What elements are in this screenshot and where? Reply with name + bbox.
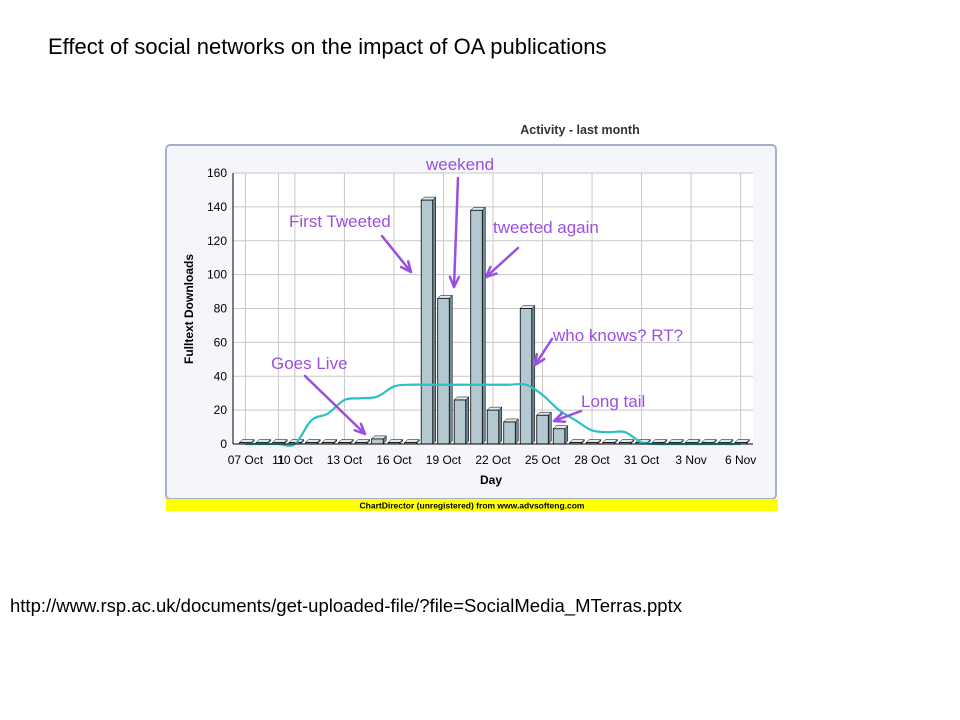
y-tick-label: 60 bbox=[214, 335, 228, 349]
bar-side bbox=[548, 411, 552, 445]
bar-front bbox=[536, 414, 549, 445]
bar-side bbox=[465, 396, 470, 445]
x-tick-label: 19 Oct bbox=[426, 453, 462, 467]
bar-front bbox=[470, 209, 483, 445]
bar-side bbox=[498, 406, 503, 445]
bar bbox=[387, 438, 404, 445]
bar bbox=[404, 438, 420, 445]
bar bbox=[602, 438, 618, 445]
y-axis-label: Fulltext Downloads bbox=[182, 254, 196, 364]
y-tick-label: 120 bbox=[207, 234, 227, 248]
annotation-first-tweeted: First Tweeted bbox=[289, 212, 391, 231]
x-tick-label: 3 Nov bbox=[675, 453, 706, 467]
bar-side bbox=[515, 418, 519, 445]
bar-side bbox=[531, 304, 536, 445]
source-url: http://www.rsp.ac.uk/documents/get-uploa… bbox=[10, 595, 682, 616]
arrow-weekend bbox=[448, 176, 461, 289]
bar bbox=[453, 396, 470, 445]
x-axis-label: Day bbox=[480, 473, 502, 487]
chart-title: Activity - last month bbox=[520, 123, 639, 137]
bar-front bbox=[519, 308, 533, 445]
annotations: weekend First Tweeted tweeted again who … bbox=[271, 155, 683, 436]
arrow-first-tweeted bbox=[380, 234, 413, 274]
bar bbox=[354, 438, 371, 445]
x-tick-label: 16 Oct bbox=[376, 453, 412, 467]
arrow-long-tail bbox=[552, 409, 583, 423]
arrow-who-knows-rt bbox=[533, 337, 554, 367]
bar-front bbox=[371, 438, 384, 445]
x-tick-label: 28 Oct bbox=[574, 453, 610, 467]
y-tick-label: 80 bbox=[214, 302, 228, 316]
annotation-weekend: weekend bbox=[425, 155, 494, 174]
annotation-who-knows-rt: who knows? RT? bbox=[552, 326, 683, 345]
annotation-arrows bbox=[303, 176, 583, 436]
y-tick-label: 0 bbox=[220, 437, 227, 451]
bar bbox=[338, 438, 354, 445]
bar-front bbox=[486, 409, 500, 445]
y-tick-label: 20 bbox=[214, 403, 228, 417]
bars bbox=[238, 196, 751, 445]
bar bbox=[420, 196, 437, 445]
annotation-tweeted-again: tweeted again bbox=[493, 218, 599, 237]
x-tick-label: 10 Oct bbox=[277, 453, 313, 467]
bar-front bbox=[552, 428, 566, 445]
slide-title: Effect of social networks on the impact … bbox=[48, 34, 607, 59]
bar bbox=[437, 294, 453, 445]
chart-footer: ChartDirector (unregistered) from www.ad… bbox=[360, 501, 585, 511]
bar-front bbox=[503, 421, 516, 445]
bar-side bbox=[432, 196, 436, 445]
y-tick-label: 40 bbox=[214, 369, 228, 383]
bar bbox=[305, 438, 321, 445]
bar bbox=[569, 438, 585, 445]
bar-front bbox=[420, 199, 434, 445]
x-tick-label: 07 Oct bbox=[228, 453, 264, 467]
y-tick-label: 160 bbox=[207, 166, 227, 180]
annotation-goes-live: Goes Live bbox=[271, 354, 348, 373]
bar bbox=[486, 406, 503, 445]
x-tick-label: 22 Oct bbox=[475, 453, 511, 467]
bar-front bbox=[437, 297, 450, 445]
bar bbox=[470, 206, 486, 445]
bar-front bbox=[453, 399, 467, 445]
bar bbox=[519, 304, 536, 445]
bar bbox=[536, 411, 552, 445]
bar bbox=[503, 418, 519, 445]
annotation-long-tail: Long tail bbox=[581, 392, 645, 411]
y-tick-label: 140 bbox=[207, 200, 227, 214]
x-tick-label: 25 Oct bbox=[525, 453, 561, 467]
y-tick-label: 100 bbox=[207, 268, 227, 282]
bar bbox=[585, 438, 602, 445]
arrow-tweeted-again bbox=[484, 246, 520, 279]
bar bbox=[371, 435, 387, 445]
bar bbox=[321, 438, 338, 445]
arrow-goes-live bbox=[303, 374, 367, 436]
bar-side bbox=[449, 294, 453, 445]
x-tick-label: 13 Oct bbox=[327, 453, 363, 467]
footer-band bbox=[166, 499, 778, 511]
x-tick-label: 31 Oct bbox=[624, 453, 660, 467]
bar bbox=[552, 425, 569, 445]
bar-side bbox=[482, 206, 486, 445]
x-tick-label: 6 Nov bbox=[725, 453, 756, 467]
bar bbox=[618, 438, 635, 445]
x-tick-label: 11 bbox=[272, 453, 285, 467]
